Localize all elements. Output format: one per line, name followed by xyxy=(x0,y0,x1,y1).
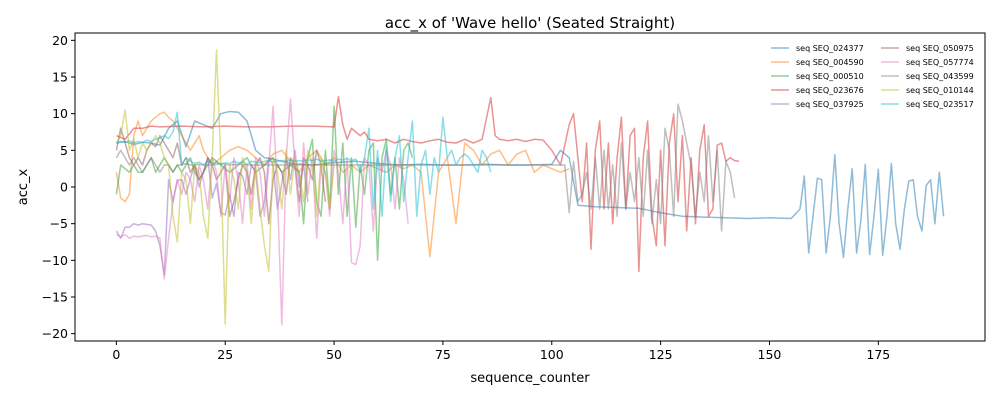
legend-label: seq SEQ_050975 xyxy=(906,44,974,53)
legend-label: seq SEQ_057774 xyxy=(906,58,974,67)
chart-title: acc_x of 'Wave hello' (Seated Straight) xyxy=(385,14,675,33)
y-tick-label: −5 xyxy=(50,216,68,231)
y-tick-label: 10 xyxy=(52,106,68,121)
legend-label: seq SEQ_023517 xyxy=(906,100,974,109)
series-line-4 xyxy=(115,149,309,276)
legend-label: seq SEQ_000510 xyxy=(796,72,864,81)
x-tick-label: 150 xyxy=(758,347,782,362)
series-line-9 xyxy=(116,111,492,218)
series-line-8 xyxy=(115,49,335,325)
y-tick-label: −15 xyxy=(42,290,68,305)
y-tick-label: −10 xyxy=(42,253,68,268)
series-line-0 xyxy=(116,110,945,259)
series-line-3 xyxy=(116,96,740,273)
series-lines xyxy=(115,49,945,326)
x-axis-label: sequence_counter xyxy=(470,371,590,386)
x-tick-label: 25 xyxy=(217,347,233,362)
y-tick-label: 0 xyxy=(60,180,68,195)
legend-label: seq SEQ_043599 xyxy=(906,72,974,81)
y-tick-label: 20 xyxy=(52,33,68,48)
y-axis-label: acc_x xyxy=(16,168,31,205)
y-tick-label: 15 xyxy=(52,70,68,85)
x-tick-label: 100 xyxy=(540,347,564,362)
legend-label: seq SEQ_004590 xyxy=(796,58,864,67)
y-tick-label: 5 xyxy=(60,143,68,158)
x-tick-label: 50 xyxy=(326,347,342,362)
legend-label: seq SEQ_010144 xyxy=(906,86,974,95)
x-tick-label: 125 xyxy=(649,347,673,362)
x-tick-label: 75 xyxy=(435,347,451,362)
x-axis-ticks: 0 25 50 75 100 125 150 175 xyxy=(112,341,890,362)
legend-label: seq SEQ_024377 xyxy=(796,44,864,53)
x-tick-label: 0 xyxy=(112,347,120,362)
series-line-6 xyxy=(116,98,409,326)
y-tick-label: −20 xyxy=(42,326,68,341)
y-axis-ticks: −20 −15 −10 −5 0 5 10 15 20 xyxy=(42,33,75,341)
x-tick-label: 175 xyxy=(866,347,890,362)
legend-label: seq SEQ_037925 xyxy=(796,100,864,109)
legend-label: seq SEQ_023676 xyxy=(796,86,864,95)
